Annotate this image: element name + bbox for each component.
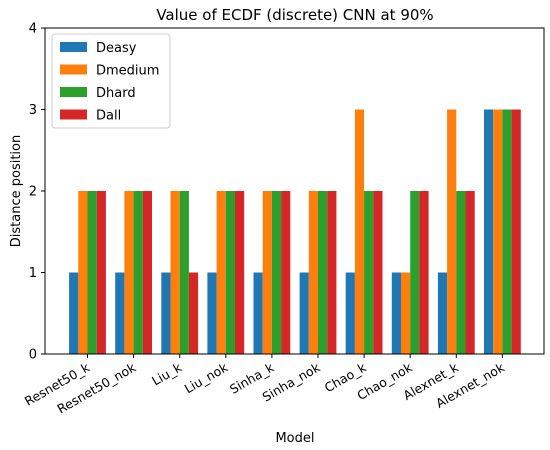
bar-dhard-resnet50_k (87, 191, 97, 354)
y-tick-label: 4 (29, 22, 37, 37)
bar-dmedium-resnet50_k (78, 191, 88, 354)
y-tick-label: 0 (29, 348, 37, 363)
x-tick-label: Liu_nok (182, 359, 231, 396)
bar-dmedium-alexnet_k (447, 109, 457, 354)
legend-label-dmedium: Dmedium (96, 64, 159, 79)
bar-dhard-liu_k (179, 191, 189, 354)
bar-dmedium-sinha_k (262, 191, 272, 354)
bar-dhard-chao_k (364, 191, 374, 354)
y-tick-label: 3 (29, 103, 37, 118)
bar-dmedium-liu_nok (216, 191, 226, 354)
y-axis-label: Distance position (9, 135, 24, 247)
bar-dall-sinha_k (281, 191, 291, 354)
bar-dmedium-chao_k (354, 109, 365, 354)
legend-swatch-dhard (60, 87, 87, 97)
bar-dhard-liu_nok (225, 191, 235, 354)
bar-dall-resnet50_nok (142, 191, 152, 354)
legend-label-dall: Dall (96, 109, 121, 124)
chart-title: Value of ECDF (discrete) CNN at 90% (156, 6, 433, 24)
legend-swatch-deasy (60, 42, 87, 52)
bar-dall-chao_k (373, 191, 383, 354)
legend-label-dhard: Dhard (96, 86, 136, 101)
bar-dall-sinha_nok (327, 191, 337, 354)
bar-dhard-sinha_k (271, 191, 282, 354)
bar-deasy-sinha_k (253, 272, 263, 354)
bar-deasy-alexnet_k (437, 272, 448, 354)
x-tick-label: Resnet50_nok (55, 359, 139, 416)
legend-swatch-dall (60, 109, 87, 120)
bar-dhard-alexnet_nok (502, 109, 512, 354)
legend: Deasy Dmedium Dhard Dall (51, 33, 171, 129)
bar-dhard-resnet50_nok (133, 191, 143, 354)
legend-label-deasy: Deasy (96, 41, 137, 56)
bar-deasy-resnet50_nok (115, 272, 125, 354)
bar-deasy-chao_nok (391, 272, 401, 354)
bar-dmedium-sinha_nok (308, 191, 318, 354)
bar-deasy-resnet50_k (69, 272, 79, 354)
bar-dall-liu_k (188, 272, 199, 354)
bar-dhard-alexnet_k (456, 191, 466, 354)
bar-dhard-sinha_nok (318, 191, 328, 354)
bar-deasy-alexnet_nok (484, 109, 494, 354)
x-tick-label: Liu_k (149, 359, 185, 388)
bar-dall-liu_nok (235, 191, 245, 354)
bar-dhard-chao_nok (410, 191, 420, 354)
bar-dmedium-chao_nok (401, 272, 411, 354)
bar-deasy-sinha_nok (299, 272, 309, 354)
legend-swatch-dmedium (60, 64, 87, 75)
bar-dall-alexnet_nok (511, 109, 521, 354)
bar-dmedium-resnet50_nok (124, 191, 134, 354)
bar-deasy-liu_nok (207, 272, 217, 354)
bar-deasy-liu_k (161, 272, 171, 354)
bar-deasy-chao_k (345, 272, 355, 354)
bar-dmedium-liu_k (170, 191, 180, 354)
y-tick-label: 1 (29, 266, 37, 281)
bar-dmedium-alexnet_nok (493, 109, 503, 354)
legend-box (51, 33, 171, 129)
bar-dall-resnet50_k (96, 191, 106, 354)
y-axis: 0 1 2 3 4 (29, 22, 45, 363)
bar-dall-chao_nok (419, 191, 429, 354)
bar-dall-alexnet_k (465, 191, 475, 354)
plot-area (44, 27, 545, 355)
x-axis-label: Model (275, 431, 314, 446)
y-tick-label: 2 (29, 185, 37, 200)
